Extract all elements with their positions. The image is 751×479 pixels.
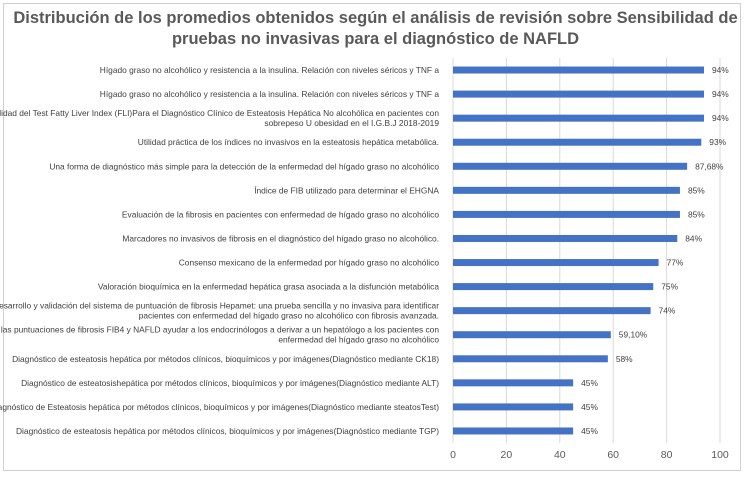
category-label-line: Marcadores no invasivos de fibrosis en e… — [122, 233, 439, 243]
category-label: ¿Pueden las puntuaciones de fibrosis FIB… — [0, 325, 439, 345]
bar — [453, 259, 659, 267]
category-label: Desarrollo y validación del sistema de p… — [0, 301, 439, 321]
category-label: Hígado graso no alcohólico y resistencia… — [100, 89, 440, 99]
bar — [453, 283, 654, 291]
category-label: Diagnóstico de esteatosis hepática por m… — [12, 354, 439, 364]
data-label: 58% — [616, 354, 633, 364]
category-label: Una forma de diagnóstico más simple para… — [49, 161, 439, 171]
bar — [453, 114, 704, 122]
category-label-line: ¿Pueden las puntuaciones de fibrosis FIB… — [0, 325, 439, 335]
category-label-line: Evaluación de la fibrosis en pacientes c… — [122, 209, 439, 219]
category-label: Diagnóstico de esteatosishepática por mé… — [21, 378, 439, 388]
category-label-line: Diagnóstico de esteatosis hepática por m… — [12, 354, 439, 364]
x-tick-label: 20 — [501, 449, 513, 461]
category-label: Hígado graso no alcohólico y resistencia… — [100, 65, 440, 75]
x-tick-label: 100 — [711, 449, 729, 461]
category-label-line: Índice de FIB utilizado para determinar … — [254, 185, 439, 195]
category-label-line: Diagnóstico de esteatosis hepática por m… — [16, 426, 439, 436]
category-label: Utilidad práctica de los índices no inva… — [138, 137, 439, 147]
category-label: Diagnóstico de Esteatosis hepática por m… — [0, 402, 439, 412]
category-label: Marcadores no invasivos de fibrosis en e… — [122, 233, 439, 243]
bar — [453, 90, 704, 98]
chart-title: Distribución de los promedios obtenidos … — [13, 9, 738, 48]
category-label: Evaluación de la fibrosis en pacientes c… — [122, 209, 439, 219]
category-label-line: Diagnóstico de esteatosishepática por mé… — [21, 378, 439, 388]
bar — [453, 331, 611, 339]
data-label: 85% — [688, 209, 705, 219]
data-label: 84% — [685, 233, 702, 243]
bar — [453, 307, 651, 315]
category-label-line: sobrepeso U obesidad en el I.G.B.J 2018-… — [264, 118, 439, 128]
category-label: Consenso mexicano de la enfermedad por h… — [179, 258, 440, 268]
bar — [453, 427, 574, 435]
bar — [453, 210, 680, 218]
bar — [453, 162, 688, 170]
bar — [453, 66, 704, 74]
data-label: 45% — [581, 378, 598, 388]
category-label-line: Hígado graso no alcohólico y resistencia… — [100, 89, 440, 99]
category-label-line: Consenso mexicano de la enfermedad por h… — [179, 258, 440, 268]
bar — [453, 403, 574, 411]
category-label-line: Hígado graso no alcohólico y resistencia… — [100, 65, 440, 75]
data-label: 45% — [581, 402, 598, 412]
x-tick-label: 0 — [450, 449, 456, 461]
category-label: Utilidad del Test Fatty Liver Index (FLI… — [0, 108, 439, 128]
data-label: 77% — [667, 258, 684, 268]
data-label: 45% — [581, 426, 598, 436]
data-label: 94% — [712, 113, 729, 123]
x-tick-label: 80 — [661, 449, 673, 461]
category-label-line: pacientes con enfermedad del hígado gras… — [139, 311, 439, 321]
category-label: Diagnóstico de esteatosis hepática por m… — [16, 426, 439, 436]
data-label: 75% — [661, 282, 678, 292]
category-label-line: Desarrollo y validación del sistema de p… — [0, 301, 439, 311]
bar — [453, 234, 678, 242]
bar — [453, 138, 702, 146]
category-label-line: Diagnóstico de Esteatosis hepática por m… — [0, 402, 439, 412]
data-label: 94% — [712, 65, 729, 75]
bar — [453, 355, 608, 363]
category-label: Valoración bioquímica en la enfermedad h… — [98, 282, 439, 292]
bar — [453, 379, 574, 387]
data-label: 87,68% — [695, 161, 724, 171]
category-label-line: Valoración bioquímica en la enfermedad h… — [98, 282, 439, 292]
category-label-line: enfermedad del hígado graso no alcohólic… — [278, 335, 439, 345]
category-label-line: Una forma de diagnóstico más simple para… — [49, 161, 439, 171]
data-label: 59,10% — [619, 330, 648, 340]
category-label: Índice de FIB utilizado para determinar … — [254, 185, 439, 195]
data-label: 85% — [688, 185, 705, 195]
category-label-line: Utilidad del Test Fatty Liver Index (FLI… — [0, 108, 439, 118]
data-label: 94% — [712, 89, 729, 99]
category-label-line: Utilidad práctica de los índices no inva… — [138, 137, 439, 147]
x-tick-label: 40 — [554, 449, 566, 461]
data-label: 74% — [659, 306, 676, 316]
x-tick-label: 60 — [607, 449, 619, 461]
bar — [453, 186, 680, 194]
data-label: 93% — [709, 137, 726, 147]
